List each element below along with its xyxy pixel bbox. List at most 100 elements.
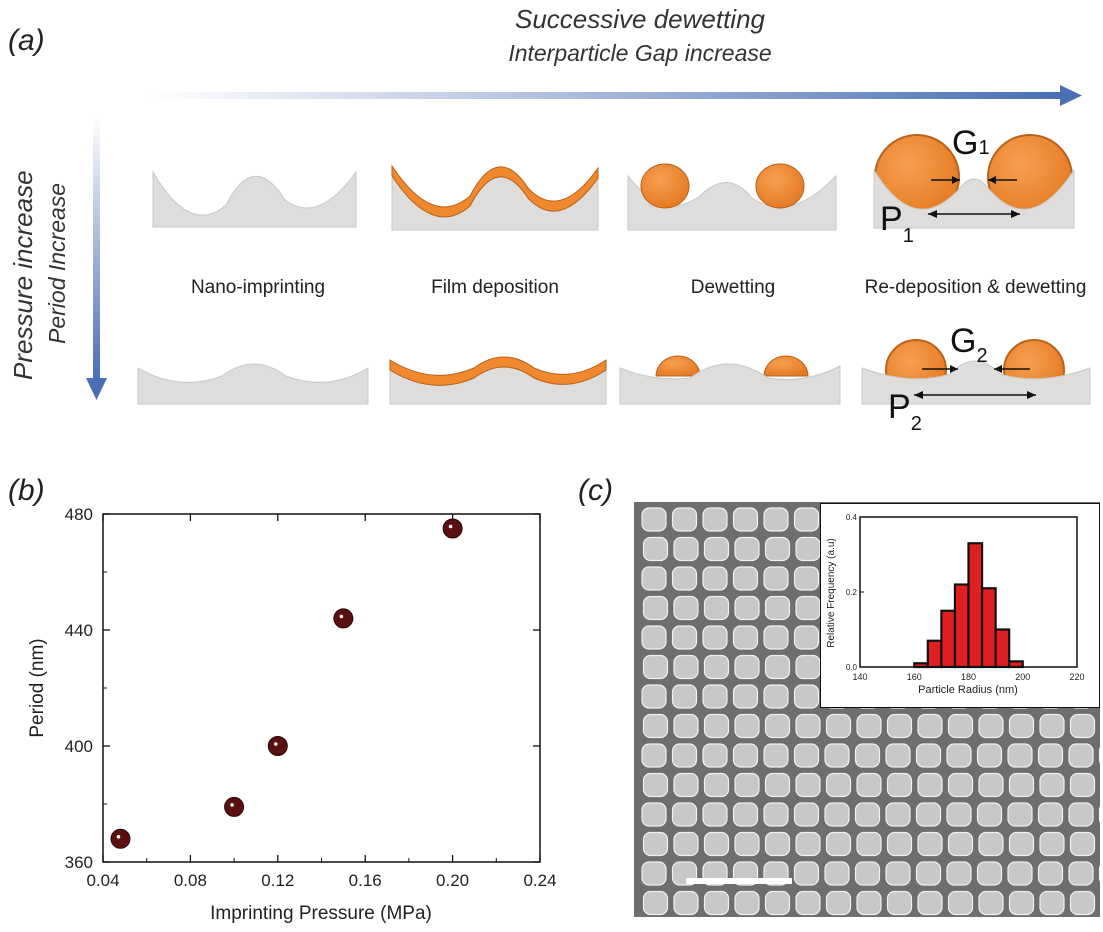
y-tick-label: 480 [65,505,93,524]
sem-particle [734,831,760,857]
inset-y-tick-label: 0.0 [846,663,858,672]
sem-particle [793,743,820,768]
sem-particle [703,831,730,857]
sem-particle [793,861,820,886]
y-tick-label: 360 [65,853,93,872]
panel-b-label: (b) [8,474,45,507]
sem-particle [854,802,881,827]
sem-particle [642,595,669,621]
sem-particle [702,507,728,532]
sem-particle [732,566,759,591]
sem-particle [793,684,820,709]
sem-particle [856,831,882,857]
sem-particle [763,684,789,709]
sem-particle [1007,802,1033,827]
sem-particle [673,890,699,916]
sem-particle [764,831,791,857]
x-tick-label: 0.04 [86,871,119,890]
y-axis-label: Period (nm) [27,638,48,737]
sem-particle [702,802,728,827]
sem-particle [702,684,728,709]
sem-particle [1008,713,1035,739]
inset-bar [940,609,957,669]
row1-dewetting [627,163,837,231]
sem-particle [793,802,820,827]
horizontal-arrow-head [1060,85,1082,106]
sem-particle [976,743,1003,768]
row1-nano-imprinting [152,170,357,228]
sem-particle [1069,772,1096,798]
sem-particle [795,595,821,621]
inset-x-axis-label: Particle Radius (nm) [918,684,1018,696]
sem-particle [886,713,913,739]
sem-particle [825,831,852,857]
sem-particle [1008,772,1035,798]
sem-particle [915,861,942,886]
sem-particle [703,536,730,562]
sem-particle [1098,865,1100,882]
sem-particle [947,772,974,798]
sem-particle [764,595,791,621]
sem-particle [824,743,850,768]
inset-bar [953,583,970,669]
sem-particle [641,684,667,709]
row1-film-deposition [391,164,599,231]
sem-particle [1037,743,1064,768]
sem-particle [795,890,821,916]
sem-particle [947,831,974,857]
x-tick-label: 0.16 [349,871,382,890]
data-point [224,796,245,817]
row1-redeposition [873,134,1075,229]
sem-particle [642,890,669,916]
sem-particle [642,772,669,798]
plot-frame [102,513,541,863]
sem-particle [734,595,760,621]
data-point [267,736,288,756]
data-point [110,828,131,849]
inset-bar [1008,660,1024,669]
sem-particle [978,831,1004,857]
row2-nano-imprinting [137,363,369,405]
sem-particle [885,743,911,768]
row2-film-deposition [389,356,607,405]
sem-particle [734,654,760,680]
sem-particle [886,831,913,857]
stage-label-redeposition: Re-deposition & dewetting [864,277,1087,298]
sem-particle [732,684,759,709]
row2-dewetting [619,355,841,405]
sem-particle [1039,772,1065,798]
scatter-chart: 0.04 0.08 0.12 0.16 0.20 0.24 360 400 440 480 Imp… [27,505,557,924]
sem-particle [947,890,974,916]
sem-particle [1037,802,1064,827]
sem-particle [978,772,1004,798]
sem-particle [703,595,730,621]
sem-particle [824,802,850,827]
inset-bar [913,662,929,669]
sem-particle [856,713,882,739]
inset-x-tick-label: 220 [1069,672,1084,682]
sem-particle [886,890,913,916]
sem-particle [641,802,667,827]
sem-particle [763,566,789,591]
data-point [442,518,463,539]
sem-particle [642,713,669,739]
sem-particle [917,831,943,857]
sem-particle [946,743,972,768]
sem-particle [793,507,820,532]
sem-particle [885,802,911,827]
vertical-arrow-shaft [93,116,100,378]
inset-y-tick-label: 0.2 [846,588,858,597]
sem-particle [764,890,791,916]
gap-label-1: G1 [952,124,990,162]
sem-particle [917,713,943,739]
sem-particle [641,743,667,768]
sem-particle [673,772,699,798]
vertical-arrow-head [86,378,107,400]
data-point-highlight [448,524,453,529]
sem-particle [734,772,760,798]
inset-bar [994,628,1011,669]
sem-particle [915,743,942,768]
sem-particle [825,890,852,916]
sem-particle [946,802,972,827]
sem-particle [1037,861,1064,886]
